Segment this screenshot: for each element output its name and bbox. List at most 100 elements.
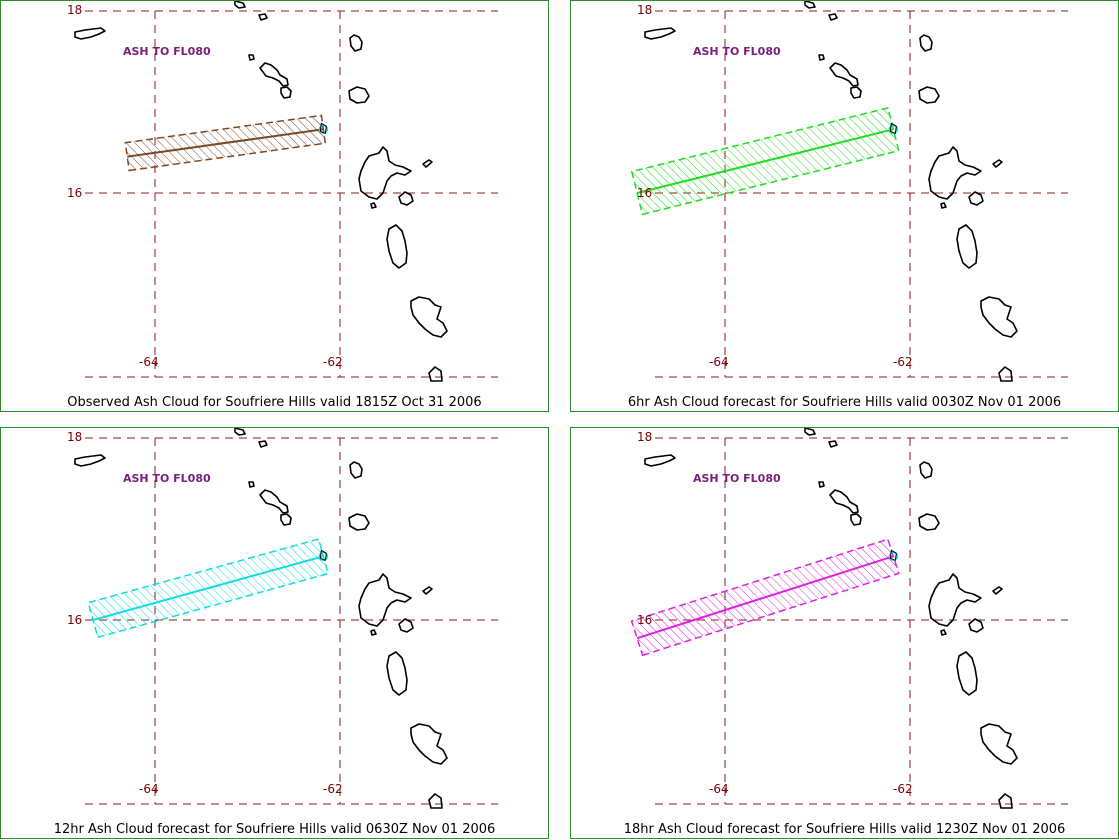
lon-label-64: -64: [709, 782, 729, 796]
la-desirade-island: [992, 586, 1003, 595]
map-canvas: [74, 428, 498, 809]
montserrat-island: [889, 122, 897, 135]
barbuda-island: [918, 86, 940, 104]
marie-galante-island: [398, 191, 414, 206]
lat-label-16: 16: [67, 613, 83, 627]
les-saintes-island: [940, 629, 947, 636]
lat-label-18: 18: [637, 3, 653, 17]
lon-label-62: -62: [893, 355, 913, 369]
martinique-island: [980, 296, 1018, 338]
les-saintes-island: [940, 202, 947, 209]
anguilla-island: [74, 454, 106, 467]
lon-label-62: -62: [893, 782, 913, 796]
map-canvas: [74, 1, 498, 382]
antigua-island: [919, 461, 933, 479]
st-kitts-tail: [280, 86, 292, 99]
st-kitts-island: [259, 62, 289, 87]
barbuda-island: [348, 513, 370, 531]
saba-island: [234, 428, 246, 436]
ash-level-label: ASH TO FL080: [123, 472, 211, 485]
st-eustatius-island: [258, 440, 268, 448]
coastlines: [644, 1, 1018, 382]
antigua-island: [349, 461, 363, 479]
st-lucia-island: [998, 366, 1013, 382]
ash-cloud: [630, 106, 900, 216]
martinique-island: [410, 296, 448, 338]
marie-galante-island: [968, 191, 984, 206]
st-kitts-tail: [850, 513, 862, 526]
nevis-island: [248, 481, 255, 488]
les-saintes-island: [370, 202, 377, 209]
antigua-island: [919, 34, 933, 52]
volcano-marker: [888, 551, 899, 562]
dominica-island: [956, 224, 978, 269]
map-canvas: [630, 428, 1068, 809]
martinique-island: [980, 723, 1018, 765]
lat-label-16: 16: [67, 186, 83, 200]
st-kitts-tail: [850, 86, 862, 99]
volcano-marker: [318, 551, 329, 562]
ash-cloud: [87, 538, 330, 639]
lon-label-64: -64: [709, 355, 729, 369]
ash-level-label: ASH TO FL080: [123, 45, 211, 58]
graticule: [655, 10, 1068, 378]
lat-label-18: 18: [637, 430, 653, 444]
nevis-island: [248, 54, 255, 61]
st-eustatius-island: [828, 440, 838, 448]
ash-level-label: ASH TO FL080: [693, 472, 781, 485]
dominica-island: [956, 651, 978, 696]
st-lucia-island: [998, 793, 1013, 809]
map-panel-12hr: ASH TO FL080 18 16 -64 -62 12hr Ash Clou…: [0, 427, 549, 839]
map-panel-6hr: ASH TO FL080 18 16 -64 -62 6hr Ash Cloud…: [570, 0, 1119, 412]
st-kitts-island: [259, 489, 289, 514]
barbuda-island: [918, 513, 940, 531]
coastlines: [644, 428, 1018, 809]
ash-cloud-axis: [636, 128, 894, 194]
map-panel-18hr: ASH TO FL080 18 16 -64 -62 18hr Ash Clou…: [570, 427, 1119, 839]
ash-cloud-axis: [92, 555, 324, 621]
guadeloupe-island: [358, 573, 412, 627]
montserrat-island: [889, 549, 897, 562]
montserrat-island: [319, 122, 327, 135]
lon-label-62: -62: [323, 782, 343, 796]
lon-label-62: -62: [323, 355, 343, 369]
st-eustatius-island: [828, 13, 838, 21]
nevis-island: [818, 481, 825, 488]
antigua-island: [349, 34, 363, 52]
barbuda-island: [348, 86, 370, 104]
lat-label-16: 16: [637, 186, 653, 200]
ash-cloud-axis: [127, 128, 324, 158]
ash-level-label: ASH TO FL080: [693, 45, 781, 58]
lat-label-18: 18: [67, 3, 83, 17]
coastlines: [74, 1, 448, 382]
la-desirade-island: [422, 159, 433, 168]
ash-cloud: [124, 114, 329, 172]
map-canvas: [630, 1, 1068, 382]
anguilla-island: [74, 27, 106, 40]
volcano-marker: [318, 124, 329, 135]
ash-cloud: [630, 538, 900, 657]
st-kitts-island: [829, 489, 859, 514]
dominica-island: [386, 651, 408, 696]
st-kitts-tail: [280, 513, 292, 526]
la-desirade-island: [422, 586, 433, 595]
la-desirade-island: [992, 159, 1003, 168]
lon-label-64: -64: [139, 355, 159, 369]
lat-label-18: 18: [67, 430, 83, 444]
st-eustatius-island: [258, 13, 268, 21]
marie-galante-island: [398, 618, 414, 633]
les-saintes-island: [370, 629, 377, 636]
nevis-island: [818, 54, 825, 61]
panel-caption: 12hr Ash Cloud forecast for Soufriere Hi…: [53, 822, 496, 837]
st-lucia-island: [428, 793, 443, 809]
saba-island: [804, 428, 816, 436]
guadeloupe-island: [358, 146, 412, 200]
dominica-island: [386, 224, 408, 269]
st-kitts-island: [829, 62, 859, 87]
saba-island: [804, 1, 816, 9]
martinique-island: [410, 723, 448, 765]
lat-label-16: 16: [637, 613, 653, 627]
st-lucia-island: [428, 366, 443, 382]
guadeloupe-island: [928, 573, 982, 627]
anguilla-island: [644, 454, 676, 467]
